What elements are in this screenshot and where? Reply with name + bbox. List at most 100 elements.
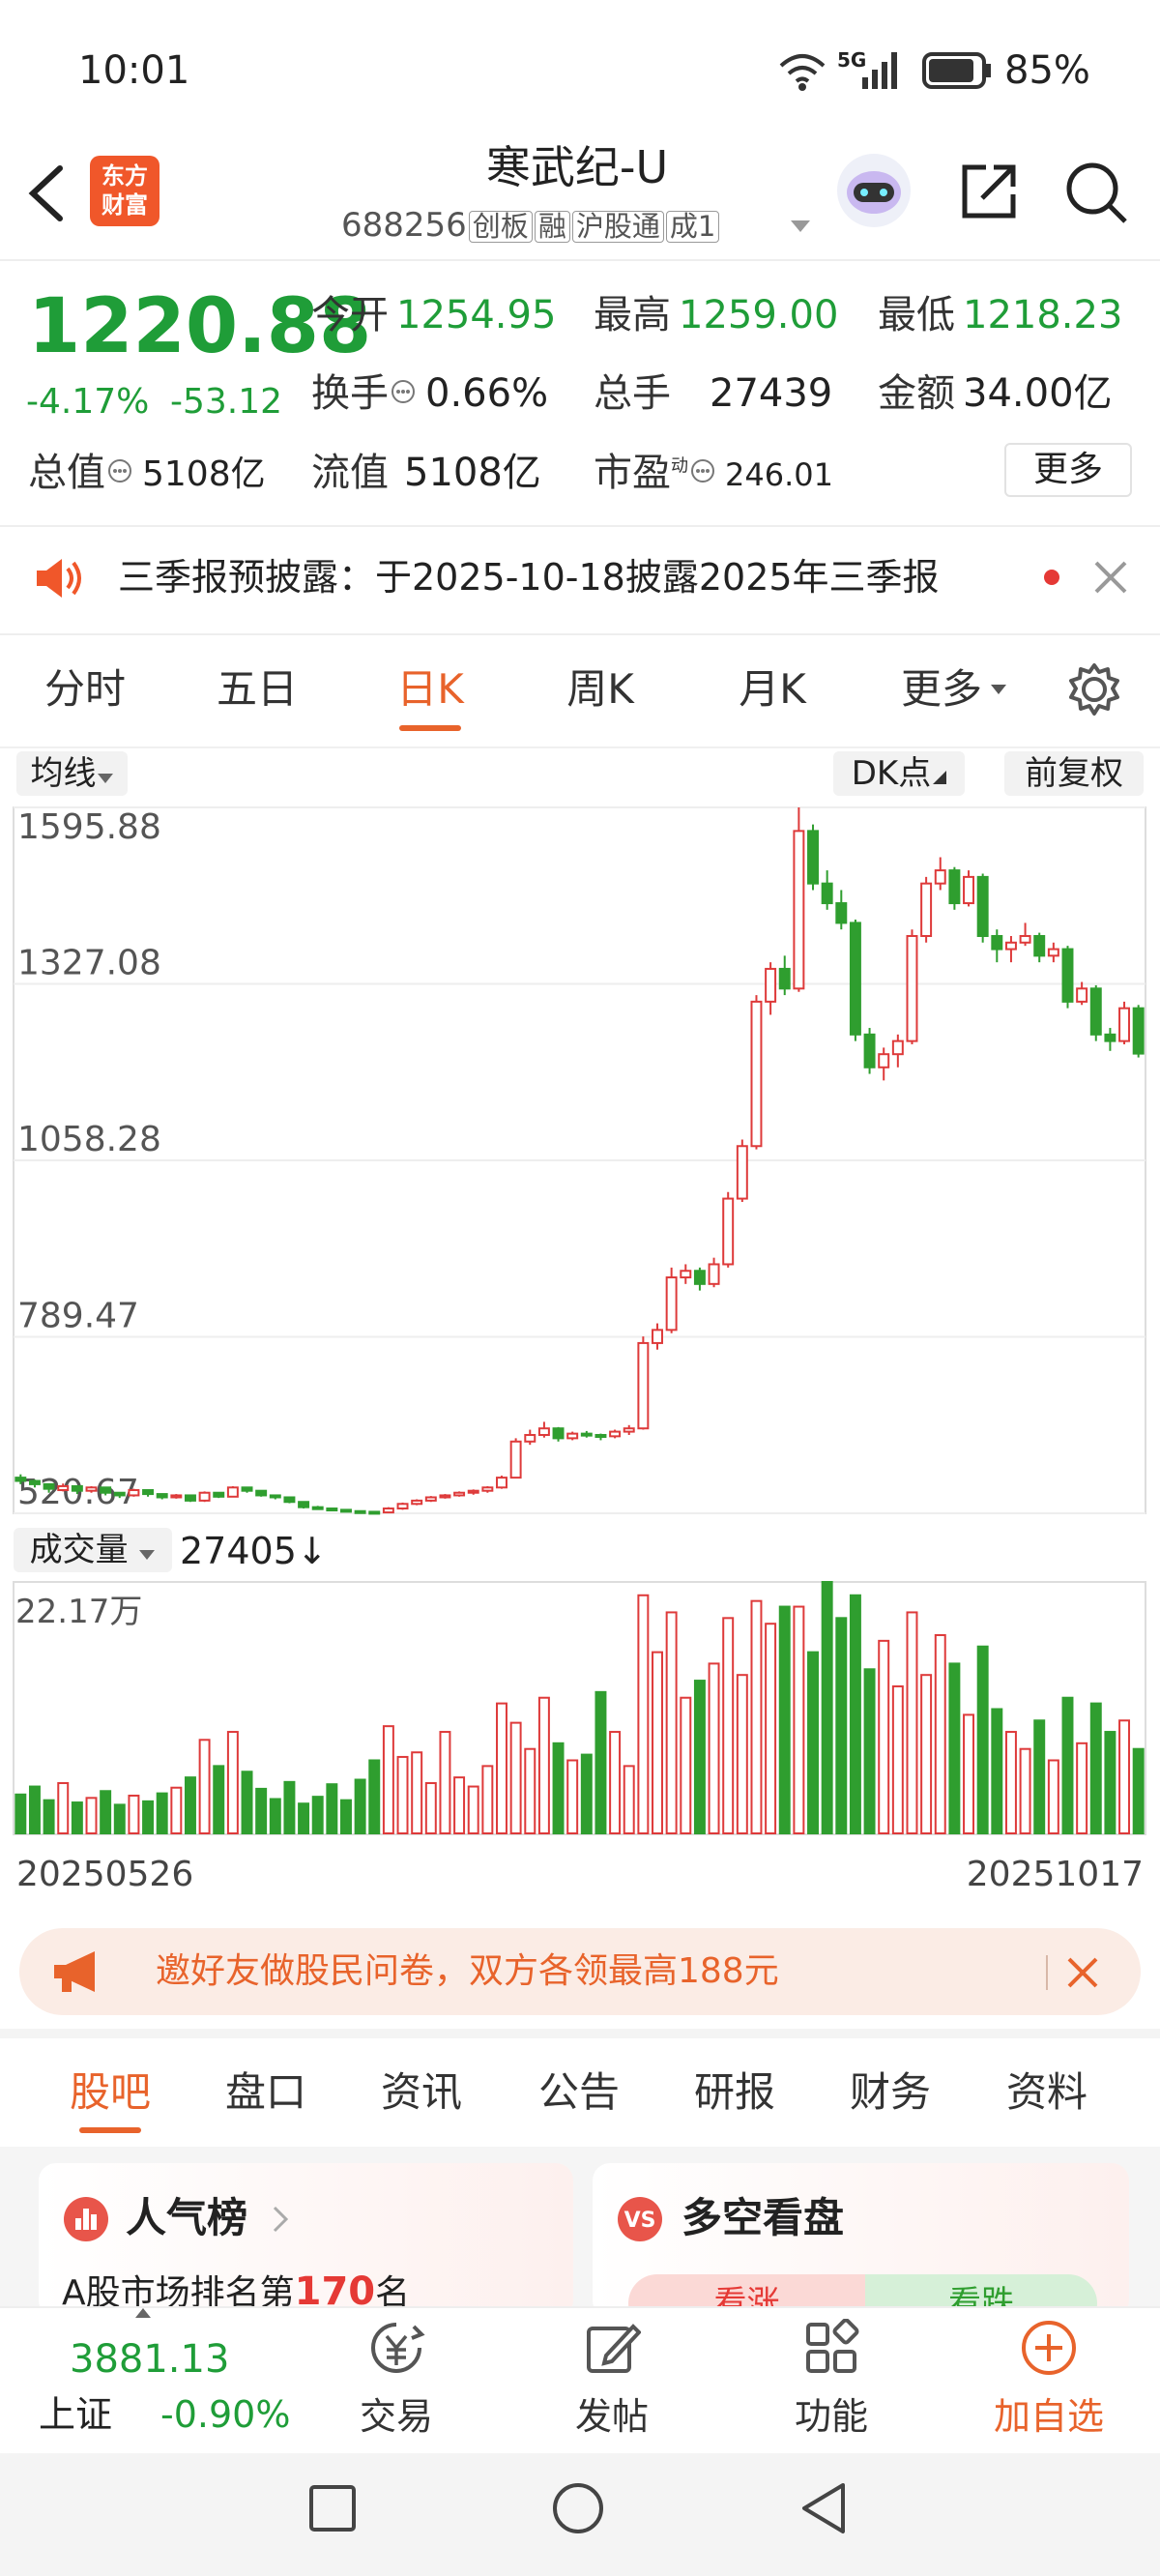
bottom-action[interactable]: 加自选 [993,2395,1105,2438]
rank-value: 170 [294,2269,376,2314]
dk-toggle[interactable]: DK点 [833,751,965,796]
info-icon[interactable] [389,377,418,406]
robot-icon[interactable] [834,152,914,229]
info-icon[interactable] [688,456,717,485]
volume-bar [963,1713,975,1834]
vs-icon: VS [618,2197,662,2241]
volume-bar [396,1755,409,1835]
candle-body [113,1491,126,1497]
tab[interactable]: 资料 [1005,2068,1088,2116]
tab[interactable]: 资讯 [380,2068,463,2116]
volume-bar [326,1783,338,1835]
share-button[interactable] [957,160,1021,223]
candle-body [835,902,848,924]
search-button[interactable] [1063,160,1129,225]
sentiment-title: 多空看盘 [682,2194,845,2241]
volume-bar [198,1739,211,1834]
more-button[interactable]: 更多 [1004,443,1132,497]
volume-bar [793,1605,805,1834]
volume-bar [142,1800,155,1834]
volume-bar [509,1721,522,1835]
candle-body [57,1484,70,1492]
volume-bar [920,1674,933,1835]
volume-bar [184,1776,196,1835]
nav-home[interactable] [551,2481,605,2535]
volume-current: 27405↓ [180,1530,328,1572]
volume-bar [1104,1731,1116,1835]
volume-bar [580,1753,593,1834]
candle-body [467,1489,479,1494]
tab[interactable]: 五日 [216,665,299,713]
candle-body [142,1489,155,1496]
candle-body [453,1491,466,1497]
settings-button[interactable] [1067,662,1121,717]
field-label: 换手 [311,371,389,416]
bottom-action[interactable]: 功能 [794,2395,869,2438]
promo-banner[interactable] [19,1928,1141,2015]
tab[interactable]: 分时 [44,665,127,713]
adjust-select[interactable]: 前复权 [1004,751,1144,796]
candle-body [226,1486,239,1498]
volume-bar [991,1708,1003,1835]
dropdown-arrow[interactable] [789,219,812,234]
bottom-action[interactable]: 发帖 [574,2395,650,2438]
index-change[interactable]: -0.90% [160,2393,291,2436]
candle-body [680,1270,692,1279]
volume-indicator-select[interactable]: 成交量 [14,1528,172,1572]
candle-body [1118,1007,1131,1042]
field-value: 34.00亿 [963,371,1113,416]
banner-text[interactable]: 邀好友做股民问卷，双方各领最高188元 [156,1951,779,1991]
quote-field: 换手 0.66% [311,374,548,413]
popularity-card[interactable] [39,2163,573,2318]
volume-bar [906,1611,918,1834]
bottom-bar [0,2306,1160,2453]
tab[interactable]: 周K [566,665,634,713]
quote-field: 流值 5108亿 [311,454,541,492]
bottom-action[interactable]: 交易 [359,2395,434,2438]
field-value: 5108亿 [404,451,541,495]
volume-bar [1061,1696,1074,1835]
nav-recents[interactable] [307,2483,358,2533]
candle-body [1076,987,1088,1003]
candle-body [991,934,1003,951]
quote-field: 今开 1254.95 [311,296,556,335]
tab[interactable]: 更多 [900,665,983,713]
indicator-select[interactable]: 均线 [16,751,128,796]
candle-body [368,1510,381,1515]
candle-body [637,1341,650,1430]
candle-body [1104,1033,1116,1042]
volume-chart-frame [13,1581,1146,1835]
volume-bar [765,1623,777,1834]
index-name[interactable]: 上证 [39,2393,113,2436]
volume-bar [241,1771,253,1835]
back-button[interactable] [25,164,68,222]
change-amount: -53.12 [170,382,283,422]
notice-text[interactable]: 三季报预披露：于2025-10-18披露2025年三季报 [118,556,940,599]
tab[interactable]: 财务 [849,2068,932,2116]
tab[interactable]: 盘口 [224,2068,307,2116]
dropdown-arrow [991,685,1006,694]
field-label: 市盈 [594,451,671,495]
info-icon[interactable] [105,456,134,485]
volume-bar [269,1798,281,1835]
candle-body [1047,948,1059,957]
close-banner[interactable] [1066,1956,1099,1989]
candle-body [340,1508,352,1513]
candle-body [708,1263,720,1285]
tab[interactable]: 日K [396,665,464,713]
network-type: 5G [837,48,867,72]
candle-body [580,1432,593,1437]
status-time: 10:01 [78,48,190,93]
tab[interactable]: 股吧 [69,2068,152,2116]
candle-body [255,1489,268,1497]
tab[interactable]: 公告 [537,2068,621,2116]
index-value[interactable]: 3881.13 [70,2337,230,2382]
logo-text: 财富 [102,191,148,219]
close-notice[interactable] [1093,560,1128,595]
tab[interactable]: 研报 [693,2068,776,2116]
tab[interactable]: 月K [739,665,806,713]
candle-body [354,1509,366,1514]
candle-body [609,1430,622,1438]
nav-back[interactable] [798,2481,849,2535]
